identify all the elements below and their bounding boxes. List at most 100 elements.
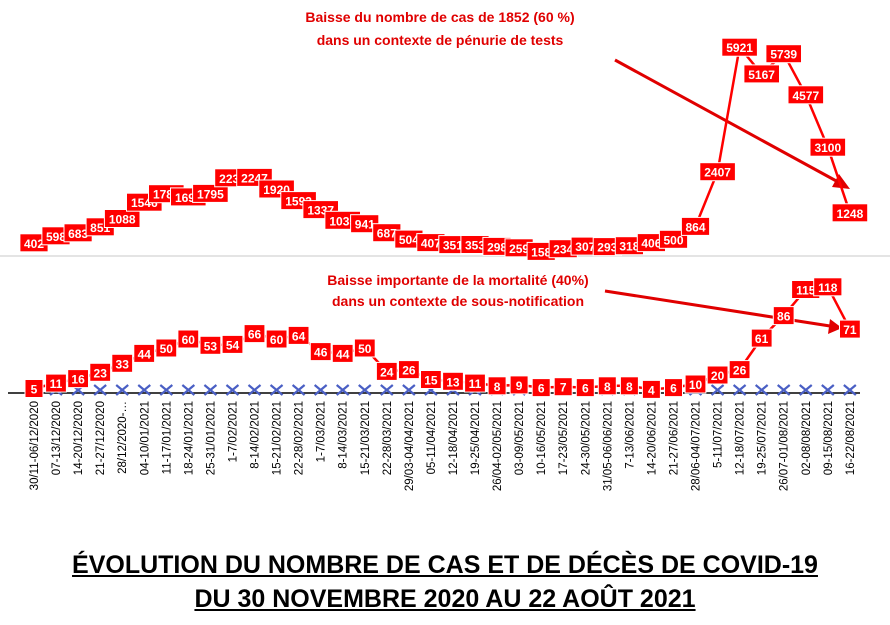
- deaths-point-marker: [375, 361, 398, 381]
- cases-annotation-line-1: Baisse du nombre de cas de 1852 (60 %): [305, 9, 574, 25]
- deaths-data-label: 5: [31, 383, 38, 397]
- deaths-point: 44: [133, 343, 156, 363]
- x-tick-label: 24-30/05/2021: [580, 401, 592, 475]
- cases-data-label: 683: [68, 227, 88, 241]
- deaths-baseline-marker: [137, 384, 151, 396]
- deaths-point: 10: [684, 374, 707, 394]
- x-tick-label: 8-14/02/2021: [250, 401, 262, 469]
- x-tick-label: 12-18/04/2021: [448, 401, 460, 475]
- deaths-baseline-marker: [115, 384, 129, 396]
- cases-data-label: 406: [641, 237, 661, 251]
- deaths-point: 61: [750, 328, 773, 348]
- cases-annotation-arrowhead: [832, 174, 850, 189]
- cases-point-marker: [699, 162, 736, 182]
- x-tick-label: 5-11/07/2021: [713, 401, 725, 468]
- deaths-point: 15: [420, 370, 442, 389]
- x-tick-label: 10-16/05/2021: [536, 401, 548, 475]
- deaths-point: 6: [575, 378, 595, 398]
- deaths-point: 44: [331, 343, 354, 363]
- deaths-point-marker: [464, 373, 486, 393]
- x-tick-label: 14-20/06/2021: [646, 401, 658, 475]
- deaths-baseline-marker: [159, 384, 174, 396]
- cases-data-label: 1035: [329, 214, 356, 228]
- cases-point: 598: [41, 226, 71, 246]
- deaths-data-label: 20: [711, 369, 725, 383]
- x-tick-label: 30/11-06/12/2020: [29, 401, 41, 490]
- deaths-data-label: 64: [292, 329, 306, 343]
- deaths-data-label: 86: [777, 310, 791, 324]
- deaths-point-marker: [553, 377, 573, 397]
- cases-point-marker: [743, 64, 781, 84]
- cases-point: 1088: [103, 209, 141, 228]
- deaths-point: 23: [89, 362, 112, 382]
- cases-point: 3100: [809, 137, 847, 157]
- cases-point: 687: [372, 223, 402, 243]
- deaths-data-label: 26: [402, 364, 416, 378]
- deaths-point-marker: [111, 353, 134, 373]
- cases-point: 4577: [787, 85, 825, 105]
- deaths-point-marker: [45, 373, 67, 393]
- deaths-point: 50: [353, 338, 376, 358]
- cases-point-marker: [103, 209, 141, 228]
- cases-point-marker: [680, 216, 711, 236]
- x-tick-label: 26/04-02/05/2021: [492, 401, 504, 491]
- deaths-data-label: 60: [182, 333, 196, 347]
- deaths-point: 33: [111, 353, 134, 373]
- cases-data-label: 598: [46, 230, 66, 244]
- cases-data-label: 298: [487, 240, 507, 254]
- deaths-data-label: 66: [248, 328, 262, 342]
- cases-data-label: 687: [377, 227, 397, 241]
- deaths-point-marker: [664, 378, 683, 398]
- deaths-data-label: 6: [670, 382, 677, 396]
- deaths-data-label: 44: [138, 347, 152, 361]
- deaths-data-label: 7: [560, 381, 567, 395]
- cases-point-marker: [765, 44, 803, 64]
- cases-point: 5739: [765, 44, 803, 64]
- deaths-point: 8: [487, 376, 507, 396]
- deaths-baseline-marker: [225, 384, 240, 396]
- deaths-point-marker: [89, 362, 112, 382]
- deaths-point-marker: [619, 376, 639, 396]
- x-tick-label: 21-27/06/2021: [669, 401, 681, 475]
- deaths-point: 46: [309, 342, 332, 362]
- cases-point-marker: [787, 85, 825, 105]
- deaths-data-label: 4: [648, 383, 655, 397]
- deaths-baseline-marker: [843, 384, 857, 396]
- deaths-baseline-marker: [402, 384, 416, 396]
- deaths-data-label: 61: [755, 332, 769, 346]
- deaths-annotation: Baisse importante de la mortalité (40%) …: [327, 272, 842, 334]
- deaths-baseline-marker: [247, 384, 262, 396]
- deaths-point-marker: [684, 374, 707, 394]
- cases-point: 851: [85, 217, 115, 237]
- cases-line: [33, 44, 852, 253]
- deaths-point-marker: [287, 325, 310, 345]
- cases-point: 353: [460, 235, 490, 254]
- x-tick-label: 25-31/01/2021: [205, 401, 217, 475]
- cases-data-label: 5921: [726, 41, 753, 55]
- deaths-point-marker: [750, 328, 773, 348]
- cases-point: 5921: [721, 37, 758, 57]
- x-tick-label: 12-18/07/2021: [735, 401, 747, 475]
- x-tick-label: 22-28/03/2021: [382, 401, 394, 475]
- x-tick-label: 19-25/04/2021: [470, 401, 482, 475]
- deaths-data-label: 115: [796, 284, 816, 298]
- x-tick-label: 29/03-04/04/2021: [404, 401, 416, 491]
- cases-point-marker: [809, 137, 847, 157]
- x-tick-label: 28/12/2020-…: [117, 401, 129, 474]
- cases-annotation-line-2: dans un contexte de pénurie de tests: [317, 32, 564, 48]
- deaths-baseline-marker: [358, 384, 372, 396]
- deaths-baseline-marker: [754, 384, 769, 396]
- cases-data-label: 307: [575, 240, 595, 254]
- x-tick-label: 21-27/12/2020: [95, 401, 107, 475]
- deaths-data-label: 13: [446, 375, 460, 389]
- deaths-point-marker: [309, 342, 332, 362]
- cases-data-label: 500: [663, 233, 683, 247]
- deaths-annotation-line-2: dans un contexte de sous-notification: [332, 293, 584, 309]
- deaths-point: 11: [45, 373, 67, 393]
- deaths-point: 115: [791, 280, 821, 299]
- deaths-point: 60: [265, 329, 288, 349]
- deaths-point-marker: [24, 379, 44, 398]
